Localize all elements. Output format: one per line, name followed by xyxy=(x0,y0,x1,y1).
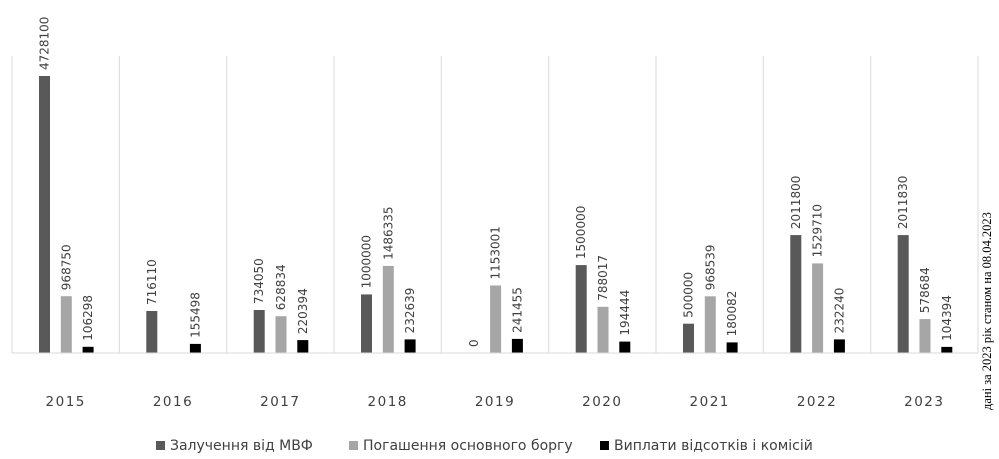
value-label-2015-series-1: 4728100 xyxy=(38,17,52,70)
value-label-2022-series-1: 2011800 xyxy=(789,176,803,229)
bar-2016-series-1 xyxy=(146,311,158,353)
x-tick-2019: 2019 xyxy=(475,394,515,410)
x-tick-2022: 2022 xyxy=(797,394,837,410)
bar-2020-series-1 xyxy=(575,265,587,353)
value-label-2017-series-2: 628834 xyxy=(274,264,288,310)
bar-2018-series-2 xyxy=(382,265,394,353)
value-label-2023-series-2: 578684 xyxy=(918,267,932,313)
bar-2022-series-1 xyxy=(790,235,802,353)
value-label-2019-series-2: 1153001 xyxy=(489,226,503,279)
x-tick-labels: 2015 2016 2017 2018 2019 2020 2021 2022 2023 xyxy=(46,394,944,410)
bar-2020-series-2 xyxy=(597,306,609,353)
bar-2017-series-3 xyxy=(297,340,309,353)
legend-label-1: Залучення від МВФ xyxy=(170,438,313,454)
x-tick-2017: 2017 xyxy=(260,394,300,410)
value-label-2020-series-3: 194444 xyxy=(618,290,632,336)
legend-swatch-1 xyxy=(156,441,165,450)
x-tick-2018: 2018 xyxy=(368,394,408,410)
value-label-2022-series-2: 1529710 xyxy=(811,204,825,257)
bar-2016-series-3 xyxy=(189,343,201,353)
bar-2023-series-3 xyxy=(941,346,953,353)
value-label-2018-series-2: 1486335 xyxy=(381,206,395,259)
bar-2021-series-1 xyxy=(683,323,694,353)
date-note: дані за 2023 рік станом на 08.04.2023 xyxy=(980,212,994,410)
bar-2018-series-3 xyxy=(404,339,416,353)
value-label-2023-series-3: 104394 xyxy=(940,295,954,341)
bar-2021-series-2 xyxy=(704,296,716,353)
legend-swatch-3 xyxy=(600,441,609,450)
value-label-2023-series-1: 2011830 xyxy=(896,176,910,229)
value-label-2017-series-3: 220394 xyxy=(296,288,310,334)
bar-2018-series-1 xyxy=(361,294,372,353)
value-label-2020-series-2: 788017 xyxy=(596,255,610,301)
legend-label-2: Погашення основного боргу xyxy=(363,438,573,454)
x-tick-2021: 2021 xyxy=(690,394,730,410)
value-label-2018-series-3: 232639 xyxy=(403,288,417,334)
x-tick-2020: 2020 xyxy=(582,394,622,410)
bar-2017-series-2 xyxy=(275,316,287,353)
value-label-2016-series-3: 155498 xyxy=(188,292,202,338)
bar-2019-series-2 xyxy=(490,285,502,353)
bars xyxy=(39,76,953,353)
bar-2015-series-3 xyxy=(82,346,94,353)
value-labels: 4728100 968750 106298 716110 155498 734050 628… xyxy=(38,17,954,347)
legend: Залучення від МВФ Погашення основного бор… xyxy=(156,438,813,454)
bar-2022-series-2 xyxy=(812,263,824,353)
value-label-2018-series-1: 1000000 xyxy=(360,235,374,288)
value-label-2015-series-3: 106298 xyxy=(81,295,95,341)
x-tick-2023: 2023 xyxy=(904,394,944,410)
value-label-2021-series-1: 500000 xyxy=(682,272,696,318)
bar-2023-series-2 xyxy=(919,319,931,353)
bar-2015-series-2 xyxy=(60,296,72,353)
bar-2019-series-3 xyxy=(511,338,523,353)
bar-2023-series-1 xyxy=(897,235,909,353)
value-label-2016-series-1: 716110 xyxy=(145,259,159,305)
x-tick-2016: 2016 xyxy=(153,394,193,410)
value-label-2021-series-2: 968539 xyxy=(703,244,717,290)
value-label-2019-series-3: 241455 xyxy=(510,287,524,333)
value-label-2021-series-3: 180082 xyxy=(725,291,739,337)
value-label-2020-series-1: 1500000 xyxy=(574,206,588,259)
value-label-2019-series-1: 0 xyxy=(467,339,481,347)
bar-2020-series-3 xyxy=(619,341,631,353)
value-label-2022-series-3: 232240 xyxy=(832,288,846,334)
legend-label-3: Виплати відсотків і комісій xyxy=(614,438,813,454)
value-label-2015-series-2: 968750 xyxy=(59,244,73,290)
bar-2022-series-3 xyxy=(833,339,845,353)
category-separators xyxy=(11,56,979,353)
legend-swatch-2 xyxy=(349,441,358,450)
bar-2017-series-1 xyxy=(253,310,265,353)
bar-2021-series-3 xyxy=(726,342,738,353)
value-label-2017-series-1: 734050 xyxy=(252,258,266,304)
bar-2015-series-1 xyxy=(39,76,50,353)
x-tick-2015: 2015 xyxy=(46,394,86,410)
